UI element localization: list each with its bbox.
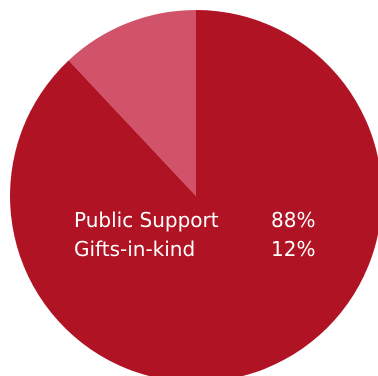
pie-slice-public-support	[10, 10, 378, 376]
pie-slices	[10, 10, 378, 376]
pie-labels: Public Support 88% Gifts-in-kind 12%	[74, 208, 315, 261]
slice-value-gifts-in-kind: 12%	[271, 237, 315, 261]
slice-value-public-support: 88%	[271, 208, 315, 232]
pie-slice-gifts-in-kind	[68, 10, 196, 196]
slice-label-gifts-in-kind: Gifts-in-kind	[74, 237, 195, 261]
slice-label-public-support: Public Support	[74, 208, 219, 232]
